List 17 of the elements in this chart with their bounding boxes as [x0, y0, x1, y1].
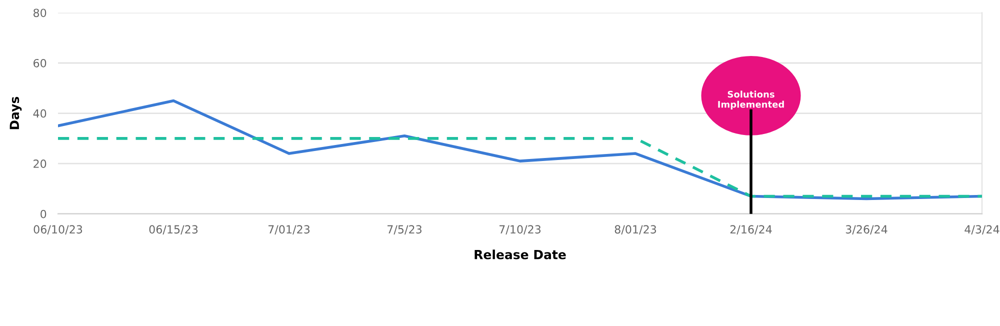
y-axis-title: Days — [10, 96, 22, 130]
x-tick-label: 4/3/24 — [964, 225, 1000, 234]
y-tick-label: 20 — [34, 160, 46, 168]
x-tick-label: 7/01/23 — [268, 225, 310, 234]
x-tick-label: 7/10/23 — [499, 225, 541, 234]
y-tick-label: 40 — [33, 109, 46, 118]
y-tick-label: 60 — [34, 58, 46, 68]
x-tick-label: 3/26/24 — [846, 225, 888, 234]
x-axis-title: Release Date — [474, 250, 566, 260]
x-tick-label: 06/10/23 — [34, 225, 82, 234]
x-tick-label: 2/16/24 — [730, 225, 772, 234]
y-tick-label: 80 — [34, 8, 46, 18]
y-tick-label: 0 — [40, 210, 46, 218]
x-tick-label: 06/15/23 — [149, 225, 198, 234]
x-tick-label: 8/01/23 — [614, 225, 656, 234]
ref-line-label: Solutions Implemented — [718, 90, 784, 110]
x-tick-label: 7/5/23 — [388, 225, 422, 234]
